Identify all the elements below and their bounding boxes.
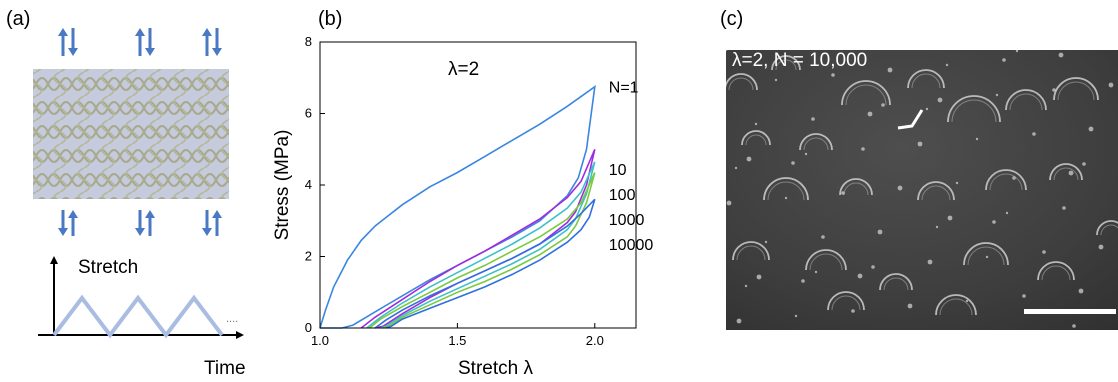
series-curve-0 bbox=[319, 84, 596, 329]
crack-arc bbox=[879, 273, 913, 291]
crack-arc bbox=[963, 242, 1009, 266]
crack-arc bbox=[1053, 77, 1099, 101]
sem-caption: λ=2, N = 10,000 bbox=[732, 50, 868, 71]
down-arrow bbox=[212, 28, 222, 56]
ellipsis: .... bbox=[226, 313, 238, 325]
crack-arc bbox=[935, 294, 977, 316]
y-axis-label: Stress (MPa) bbox=[272, 130, 293, 241]
cracks bbox=[726, 50, 1118, 328]
cyclic-loading-triangle bbox=[52, 294, 224, 339]
crack-arc bbox=[947, 95, 1001, 123]
series-label-4: 10000 bbox=[609, 237, 654, 254]
down-arrow bbox=[58, 210, 68, 236]
sem-micrograph bbox=[726, 50, 1118, 330]
down-arrow bbox=[202, 210, 212, 236]
schematic-panel: Stretch Time .... bbox=[33, 28, 246, 379]
up-arrow bbox=[68, 210, 78, 236]
top-arrows bbox=[58, 28, 222, 56]
mesh-pattern bbox=[33, 69, 229, 199]
debris-highlight bbox=[897, 109, 924, 130]
x-tick-label: 1.5 bbox=[448, 333, 466, 348]
down-arrow bbox=[145, 28, 155, 56]
stress-stretch-chart: 0 2 4 6 8 1.0 1.5 2.0 N=1 10 100 1000 10000 λ=2 St… bbox=[272, 34, 654, 379]
crack-arc bbox=[799, 133, 833, 151]
series-curve-1 bbox=[360, 148, 596, 329]
down-arrow bbox=[135, 210, 145, 236]
series-labels: N=1 10 100 1000 10000 bbox=[609, 80, 654, 254]
x-tick-label: 1.0 bbox=[311, 333, 329, 348]
up-arrow bbox=[202, 28, 212, 56]
crack-arc bbox=[726, 73, 758, 91]
up-arrow bbox=[58, 28, 68, 56]
x-ticks: 1.0 1.5 2.0 bbox=[311, 323, 604, 348]
crack-arc bbox=[763, 177, 809, 201]
y-tick-label: 4 bbox=[305, 177, 312, 192]
series-curve-3 bbox=[368, 172, 596, 329]
crack-arc bbox=[907, 69, 945, 89]
panel-label-a: (a) bbox=[6, 8, 31, 30]
x-tick-label: 2.0 bbox=[586, 333, 604, 348]
crack-arc bbox=[805, 249, 847, 271]
stretch-graph-ylabel: Stretch bbox=[78, 257, 138, 278]
crack-arc bbox=[1037, 261, 1075, 281]
up-arrow bbox=[145, 210, 155, 236]
crack-arc bbox=[1049, 163, 1083, 181]
up-arrow bbox=[135, 28, 145, 56]
crack-arc bbox=[827, 291, 865, 311]
y-tick-label: 6 bbox=[305, 106, 312, 121]
crack-arc bbox=[917, 181, 955, 201]
chart-title: λ=2 bbox=[448, 59, 479, 80]
time-graph-xlabel: Time bbox=[204, 358, 246, 379]
series-curve-4 bbox=[374, 198, 596, 329]
x-axis-label: Stretch λ bbox=[458, 358, 533, 379]
panel-label-b: (b) bbox=[318, 8, 343, 30]
crack-arc bbox=[985, 169, 1027, 191]
crack-arc bbox=[841, 80, 891, 106]
scale-bar bbox=[1024, 309, 1116, 314]
series-label-2: 100 bbox=[609, 187, 636, 204]
sem-image-panel: λ=2, N = 10,000 bbox=[726, 50, 1118, 330]
series-label-0: N=1 bbox=[609, 80, 639, 97]
series-label-1: 10 bbox=[609, 162, 627, 179]
up-arrow bbox=[212, 210, 222, 236]
down-arrow bbox=[68, 28, 78, 56]
crack-arc bbox=[1096, 220, 1118, 236]
y-tick-label: 2 bbox=[305, 249, 312, 264]
series-label-3: 1000 bbox=[609, 212, 645, 229]
crack-arc bbox=[732, 241, 770, 261]
series-curve-2 bbox=[366, 161, 596, 329]
y-tick-label: 0 bbox=[305, 320, 312, 335]
crack-arc bbox=[771, 55, 801, 71]
crack-arc bbox=[1005, 89, 1047, 111]
crack-arc bbox=[839, 178, 873, 196]
y-ticks: 0 2 4 6 8 bbox=[305, 34, 325, 335]
y-tick-label: 8 bbox=[305, 34, 312, 49]
panel-label-c: (c) bbox=[720, 8, 744, 30]
series-curves bbox=[319, 84, 596, 329]
crack-arc bbox=[741, 130, 771, 146]
bottom-arrows bbox=[58, 210, 222, 236]
